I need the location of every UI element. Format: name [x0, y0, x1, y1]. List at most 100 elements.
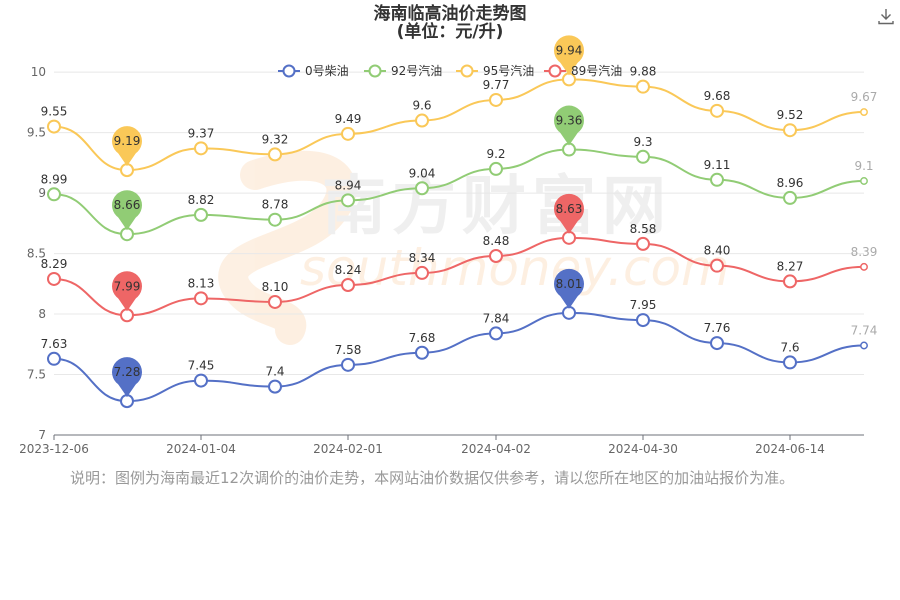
data-point[interactable]	[47, 271, 61, 286]
data-label: 7.4	[265, 365, 284, 379]
data-point[interactable]	[636, 313, 650, 328]
chart-subtitle: (单位：元/升)	[396, 22, 504, 42]
data-label: 8.39	[851, 245, 878, 259]
max-marker: 8.01	[554, 268, 584, 309]
data-point[interactable]	[710, 336, 724, 351]
data-point[interactable]	[489, 326, 503, 341]
marker-label: 9.19	[114, 134, 141, 148]
data-point[interactable]	[415, 113, 429, 128]
series-line-3	[53, 236, 865, 317]
data-label: 9.77	[483, 78, 510, 92]
marker-label: 8.63	[556, 202, 583, 216]
data-point[interactable]	[268, 212, 282, 227]
min-marker: 9.19	[112, 126, 142, 167]
legend-item-0[interactable]: 0号柴油	[278, 64, 349, 78]
legend-label: 0号柴油	[305, 64, 349, 78]
data-point[interactable]	[636, 236, 650, 251]
data-point[interactable]	[783, 274, 797, 289]
legend-symbol	[548, 64, 562, 78]
data-point[interactable]	[783, 355, 797, 370]
data-label: 7.76	[704, 321, 731, 335]
data-point[interactable]	[636, 149, 650, 164]
data-label: 7.68	[409, 331, 436, 345]
data-label: 7.74	[851, 323, 878, 337]
data-label: 7.45	[188, 359, 215, 373]
data-point[interactable]	[636, 79, 650, 94]
y-tick-label: 9.5	[27, 126, 46, 140]
watermark-logo	[218, 150, 357, 345]
data-label: 8.96	[777, 176, 804, 190]
data-label: 7.63	[41, 337, 68, 351]
marker-pin-head	[554, 105, 584, 136]
data-label: 9.55	[41, 105, 68, 119]
data-point[interactable]	[710, 172, 724, 187]
marker-label: 7.28	[114, 365, 141, 379]
data-point[interactable]	[194, 141, 208, 156]
y-tick-label: 7	[38, 428, 46, 442]
legend-symbol	[282, 64, 296, 78]
data-point[interactable]	[341, 357, 355, 372]
data-point[interactable]	[489, 161, 503, 176]
y-tick-label: 7.5	[27, 368, 46, 382]
data-label: 9.1	[854, 159, 873, 173]
y-tick-label: 9	[38, 186, 46, 200]
data-label: 8.99	[41, 172, 68, 186]
data-point[interactable]	[783, 123, 797, 138]
marker-pin-head	[112, 271, 142, 302]
data-point[interactable]	[710, 103, 724, 118]
chart-title: 海南临高油价走势图	[373, 4, 527, 24]
data-point[interactable]	[47, 351, 61, 366]
x-tick-label: 2024-06-14	[755, 442, 825, 456]
data-point[interactable]	[47, 187, 61, 202]
watermark-text-en: southmoney.com	[300, 239, 730, 297]
data-point[interactable]	[194, 373, 208, 388]
marker-label: 7.99	[114, 279, 141, 293]
y-tick-label: 8.5	[27, 247, 46, 261]
data-point[interactable]	[415, 265, 429, 280]
data-point[interactable]	[489, 92, 503, 107]
data-point[interactable]	[860, 177, 868, 185]
data-point[interactable]	[415, 345, 429, 360]
data-point[interactable]	[341, 126, 355, 141]
data-point[interactable]	[489, 248, 503, 263]
download-icon[interactable]	[876, 6, 896, 26]
data-label: 8.10	[262, 280, 289, 294]
marker-label: 8.66	[114, 198, 141, 212]
data-point[interactable]	[194, 207, 208, 222]
marker-pin-head	[112, 126, 142, 157]
data-label: 8.29	[41, 257, 68, 271]
marker-pin-head	[554, 193, 584, 224]
data-point[interactable]	[860, 262, 868, 271]
data-label: 9.3	[633, 135, 652, 149]
marker-pin-head	[554, 268, 584, 299]
data-point[interactable]	[268, 294, 282, 309]
legend-item-3[interactable]: 89号汽油	[544, 63, 622, 78]
legend-symbol	[368, 64, 382, 78]
data-point[interactable]	[783, 190, 797, 205]
y-tick-label: 10	[31, 65, 46, 79]
data-label: 9.52	[777, 108, 804, 122]
legend-item-2[interactable]: 95号汽油	[456, 63, 534, 78]
data-point[interactable]	[415, 181, 429, 196]
data-point[interactable]	[860, 108, 868, 117]
data-point[interactable]	[268, 379, 282, 394]
data-label: 7.58	[335, 343, 362, 357]
data-point[interactable]	[47, 119, 61, 134]
data-point[interactable]	[341, 193, 355, 208]
data-label: 8.13	[188, 276, 215, 290]
legend-label: 95号汽油	[483, 63, 534, 78]
marker-label: 9.94	[556, 43, 583, 57]
min-marker: 7.99	[112, 271, 142, 312]
data-label: 7.6	[780, 340, 799, 354]
data-label: 8.27	[777, 259, 804, 273]
legend-label: 89号汽油	[571, 63, 622, 78]
data-point[interactable]	[341, 278, 355, 293]
data-point[interactable]	[860, 341, 868, 350]
legend-item-1[interactable]: 92号汽油	[364, 63, 442, 78]
data-point[interactable]	[268, 147, 282, 162]
data-point[interactable]	[710, 258, 724, 273]
data-label: 9.04	[409, 166, 436, 180]
data-point[interactable]	[194, 291, 208, 306]
